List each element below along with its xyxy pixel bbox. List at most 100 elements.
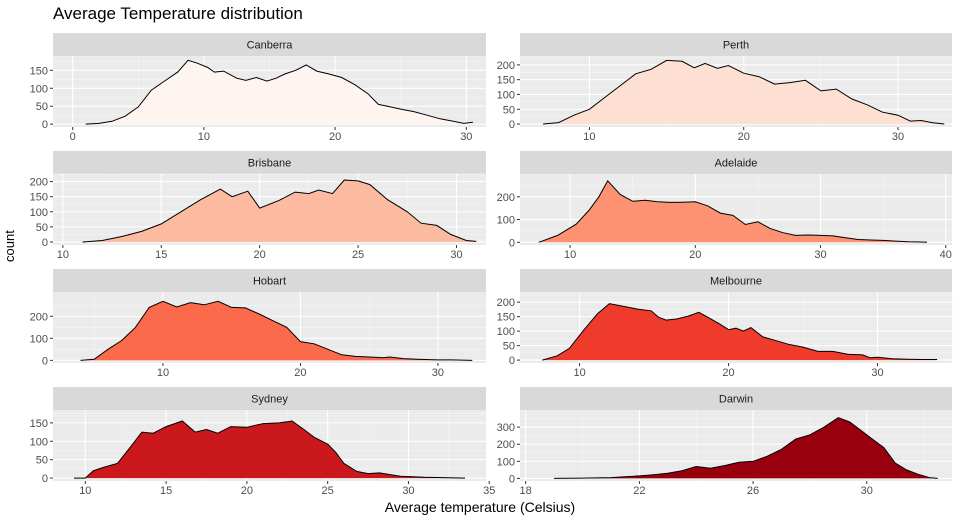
panel-brisbane: Brisbane 10 15 20 25 30 0 50 100 150 200 [30, 151, 486, 261]
line-melbourne [542, 303, 938, 361]
x-tick-label: 10 [564, 249, 576, 261]
x-tick-label: 20 [689, 249, 701, 261]
x-tick-label: 15 [160, 485, 172, 497]
x-tick-label: 30 [450, 249, 462, 261]
panel-strip [520, 33, 952, 56]
y-tick-label: 200 [497, 297, 515, 309]
panel-adelaide: Adelaide 10 20 30 40 0 100 200 [497, 151, 952, 261]
line-perth [543, 59, 945, 125]
x-tick-label: 30 [460, 131, 472, 143]
line-brisbane [82, 179, 477, 243]
chart-title: Average Temperature distribution [53, 4, 303, 23]
x-tick-label: 20 [241, 485, 253, 497]
x-tick-label: 0 [70, 131, 76, 143]
x-tick-label: 10 [573, 367, 585, 379]
panel-strip [53, 151, 486, 174]
area-darwin [554, 417, 938, 479]
x-tick-label: 25 [322, 485, 334, 497]
area-hobart [80, 301, 473, 361]
y-tick-label: 100 [497, 215, 515, 227]
x-tick-label: 10 [79, 485, 91, 497]
y-tick-label: 200 [497, 60, 515, 72]
panel-title: Darwin [719, 394, 753, 406]
y-tick-label: 0 [42, 473, 48, 485]
y-tick-label: 100 [30, 207, 48, 219]
y-tick-label: 0 [509, 473, 515, 485]
panel-title: Perth [723, 40, 749, 52]
x-tick-label: 30 [402, 485, 414, 497]
y-tick-label: 50 [36, 222, 48, 234]
y-tick-label: 150 [497, 312, 515, 324]
y-tick-label: 50 [36, 101, 48, 113]
x-tick-label: 10 [583, 131, 595, 143]
panel-melbourne: Melbourne 10 20 30 0 50 100 150 200 [497, 269, 953, 379]
y-tick-label: 0 [509, 237, 515, 249]
area-adelaide [538, 180, 927, 243]
x-tick-label: 40 [940, 249, 952, 261]
y-tick-label: 150 [30, 65, 48, 77]
panel-title: Brisbane [248, 158, 291, 170]
x-tick-label: 30 [814, 249, 826, 261]
x-tick-label: 15 [155, 249, 167, 261]
y-tick-label: 100 [497, 456, 515, 468]
y-tick-label: 100 [30, 436, 48, 448]
y-tick-label: 50 [36, 455, 48, 467]
x-tick-label: 30 [432, 367, 444, 379]
y-tick-label: 200 [30, 177, 48, 189]
y-tick-label: 0 [42, 119, 48, 131]
x-tick-label: 25 [352, 249, 364, 261]
x-tick-label: 20 [254, 249, 266, 261]
y-tick-label: 100 [497, 326, 515, 338]
x-tick-label: 20 [294, 367, 306, 379]
line-canberra [85, 59, 473, 125]
x-tick-label: 10 [157, 367, 169, 379]
x-tick-label: 22 [633, 485, 645, 497]
y-tick-label: 100 [30, 83, 48, 95]
x-tick-label: 35 [483, 485, 495, 497]
y-tick-label: 0 [42, 355, 48, 367]
panel-title: Sydney [251, 394, 288, 406]
panel-strip [53, 387, 486, 410]
area-melbourne [542, 303, 938, 361]
y-tick-label: 300 [497, 422, 515, 434]
panel-strip [520, 387, 952, 410]
y-tick-label: 150 [30, 418, 48, 430]
panel-title: Hobart [253, 276, 286, 288]
y-tick-label: 200 [497, 439, 515, 451]
line-sydney [74, 420, 466, 479]
x-tick-label: 20 [329, 131, 341, 143]
area-brisbane [82, 180, 477, 242]
panel-hobart: Hobart 10 20 30 0 100 200 [30, 269, 486, 379]
panel-strip [520, 151, 952, 174]
y-tick-label: 0 [42, 237, 48, 249]
y-tick-label: 150 [30, 192, 48, 204]
x-axis-label: Average temperature (Celsius) [384, 499, 576, 515]
x-tick-label: 26 [747, 485, 759, 497]
y-tick-label: 0 [509, 355, 515, 367]
x-tick-label: 10 [198, 131, 210, 143]
panel-strip [53, 269, 486, 292]
x-tick-label: 18 [520, 485, 532, 497]
line-adelaide [538, 179, 928, 243]
y-tick-label: 100 [497, 89, 515, 101]
panel-title: Adelaide [715, 158, 758, 170]
y-tick-label: 50 [503, 104, 515, 116]
panel-title: Canberra [247, 40, 294, 52]
panel-perth: Perth 10 20 30 0 50 100 150 200 [497, 33, 952, 143]
y-tick-label: 100 [30, 333, 48, 345]
y-tick-label: 200 [30, 311, 48, 323]
x-tick-label: 30 [892, 131, 904, 143]
x-tick-label: 10 [57, 249, 69, 261]
y-tick-label: 0 [509, 119, 515, 131]
area-canberra [85, 60, 473, 125]
x-tick-label: 20 [722, 367, 734, 379]
y-axis-label: count [2, 230, 17, 262]
y-tick-label: 200 [497, 192, 515, 204]
panel-sydney: Sydney 10 15 20 25 30 35 0 50 100 150 [30, 387, 495, 497]
panel-strip [520, 269, 952, 292]
x-tick-label: 30 [861, 485, 873, 497]
y-tick-label: 150 [497, 75, 515, 87]
x-tick-label: 30 [871, 367, 883, 379]
